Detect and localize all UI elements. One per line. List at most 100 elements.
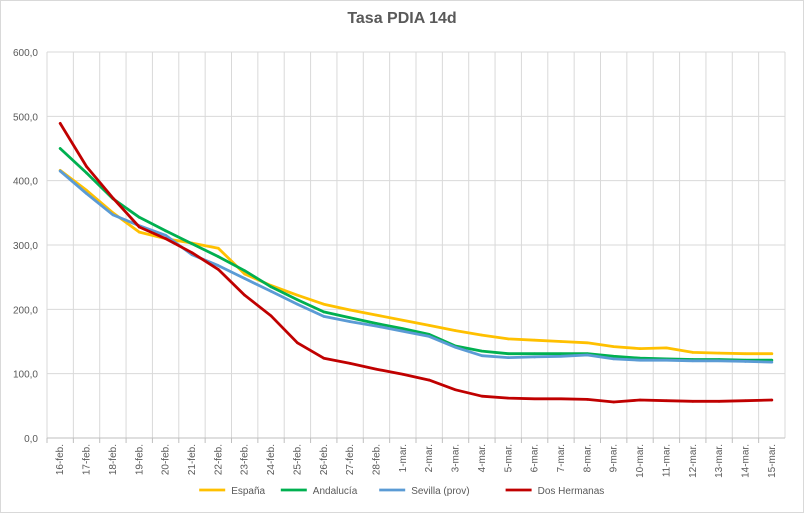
data-point	[533, 352, 536, 356]
data-point	[269, 314, 273, 318]
data-point	[612, 400, 615, 404]
data-point	[691, 351, 695, 354]
legend-label: Andalucía	[313, 486, 358, 497]
data-point	[375, 313, 378, 317]
data-point	[559, 340, 563, 343]
y-tick-label: 0,0	[24, 434, 38, 445]
x-tick-label: 15-mar.	[767, 444, 778, 478]
data-point	[111, 196, 115, 200]
x-tick-label: 5-mar.	[503, 444, 514, 472]
data-point	[533, 355, 536, 359]
data-point	[612, 357, 615, 361]
legend: España Andalucía Sevilla (prov) Dos Hermana…	[199, 486, 604, 497]
data-point	[559, 354, 563, 358]
y-tick-label: 200,0	[13, 305, 38, 316]
data-point	[770, 360, 774, 364]
data-point	[58, 147, 62, 150]
data-point	[375, 322, 378, 325]
x-tick-label: 24-feb.	[266, 444, 277, 475]
data-point	[58, 169, 62, 173]
data-point	[269, 290, 273, 293]
data-point	[322, 315, 326, 318]
x-tick-label: 12-mar.	[688, 444, 699, 478]
data-point	[427, 324, 431, 327]
data-point	[164, 237, 167, 240]
data-point	[717, 400, 721, 403]
data-point	[164, 229, 167, 233]
data-point	[665, 399, 668, 402]
data-point	[427, 378, 431, 382]
data-point	[401, 373, 405, 376]
data-point	[243, 269, 246, 273]
data-point	[348, 308, 352, 312]
data-point	[164, 234, 167, 237]
data-point	[85, 192, 88, 195]
data-point	[296, 341, 299, 345]
data-point	[348, 316, 352, 319]
x-tick-label: 7-mar.	[556, 444, 567, 472]
data-point	[559, 397, 563, 401]
data-point	[506, 396, 510, 400]
data-point	[85, 189, 88, 192]
data-point	[480, 354, 484, 357]
data-point	[322, 302, 326, 306]
x-tick-label: 11-mar.	[661, 444, 672, 477]
data-point	[586, 341, 589, 345]
data-point	[217, 268, 220, 271]
data-point	[691, 400, 695, 403]
series-line	[58, 147, 774, 362]
data-point	[586, 398, 589, 401]
data-point	[638, 358, 642, 362]
data-point	[137, 216, 141, 219]
x-tick-label: 20-feb.	[161, 444, 172, 475]
x-tick-label: 10-mar.	[635, 444, 646, 478]
x-tick-label: 16-feb.	[55, 444, 66, 475]
x-tick-label: 13-mar.	[714, 444, 725, 478]
data-point	[533, 338, 536, 342]
data-point	[427, 335, 431, 338]
data-point	[243, 272, 246, 276]
data-point	[506, 352, 510, 356]
data-point	[665, 358, 668, 362]
data-point	[454, 388, 457, 392]
x-tick-label: 4-mar.	[477, 444, 488, 472]
data-point	[638, 398, 642, 402]
data-point	[190, 251, 194, 255]
x-tick-label: 18-feb.	[108, 444, 119, 475]
legend-label: Sevilla (prov)	[411, 486, 469, 497]
data-point	[612, 345, 615, 348]
data-point	[111, 213, 115, 217]
legend-label: España	[231, 486, 265, 497]
data-point	[480, 394, 484, 398]
data-point	[770, 352, 774, 356]
x-tick-label: 25-feb.	[292, 444, 303, 475]
data-point	[375, 367, 378, 371]
data-point	[638, 347, 642, 350]
data-point	[190, 242, 194, 246]
data-point	[665, 346, 668, 350]
data-point	[58, 122, 62, 125]
data-point	[401, 329, 405, 333]
legend-label: Dos Hermanas	[538, 486, 605, 497]
y-tick-label: 400,0	[13, 177, 38, 188]
data-point	[533, 397, 536, 401]
data-point	[217, 255, 220, 258]
data-point	[480, 333, 484, 337]
x-tick-label: 8-mar.	[582, 444, 593, 472]
x-tick-label: 27-feb.	[345, 444, 356, 475]
data-point	[85, 171, 88, 175]
data-point	[348, 320, 352, 323]
data-point	[744, 399, 747, 402]
data-point	[559, 352, 563, 356]
data-point	[401, 327, 405, 330]
data-point	[85, 165, 88, 168]
chart-title: Tasa PDIA 14d	[347, 10, 457, 27]
x-tick-label: 28-feb.	[371, 444, 382, 475]
data-point	[506, 337, 510, 341]
data-point	[137, 225, 141, 229]
data-point	[269, 285, 273, 289]
series-line	[58, 168, 774, 356]
axes: 0,0 100,0 200,0 300,0 400,0 500,0 600,0 16-feb.…	[13, 48, 785, 478]
